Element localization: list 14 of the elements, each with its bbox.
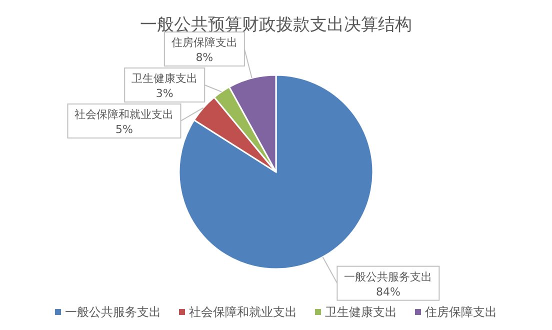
data-label: 3% (156, 86, 174, 100)
data-label: 5% (116, 122, 133, 136)
data-label: 8% (196, 50, 214, 64)
slice-label: 一般公共服务支出 (344, 270, 432, 284)
legend-label: 住房保障支出 (424, 305, 497, 319)
pie-slice (178, 74, 374, 270)
legend-label: 社会保障和就业支出 (189, 305, 297, 319)
data-label: 84% (376, 285, 400, 298)
chart-title: 一般公共预算财政拨款支出决算结构 (140, 15, 412, 35)
slice-label: 社会保障和就业支出 (74, 108, 174, 121)
slice-label: 卫生健康支出 (132, 72, 198, 85)
legend-label: 一般公共服务支出 (65, 305, 161, 319)
legend-label: 卫生健康支出 (325, 305, 397, 319)
slice-label: 住房保障支出 (171, 36, 238, 49)
